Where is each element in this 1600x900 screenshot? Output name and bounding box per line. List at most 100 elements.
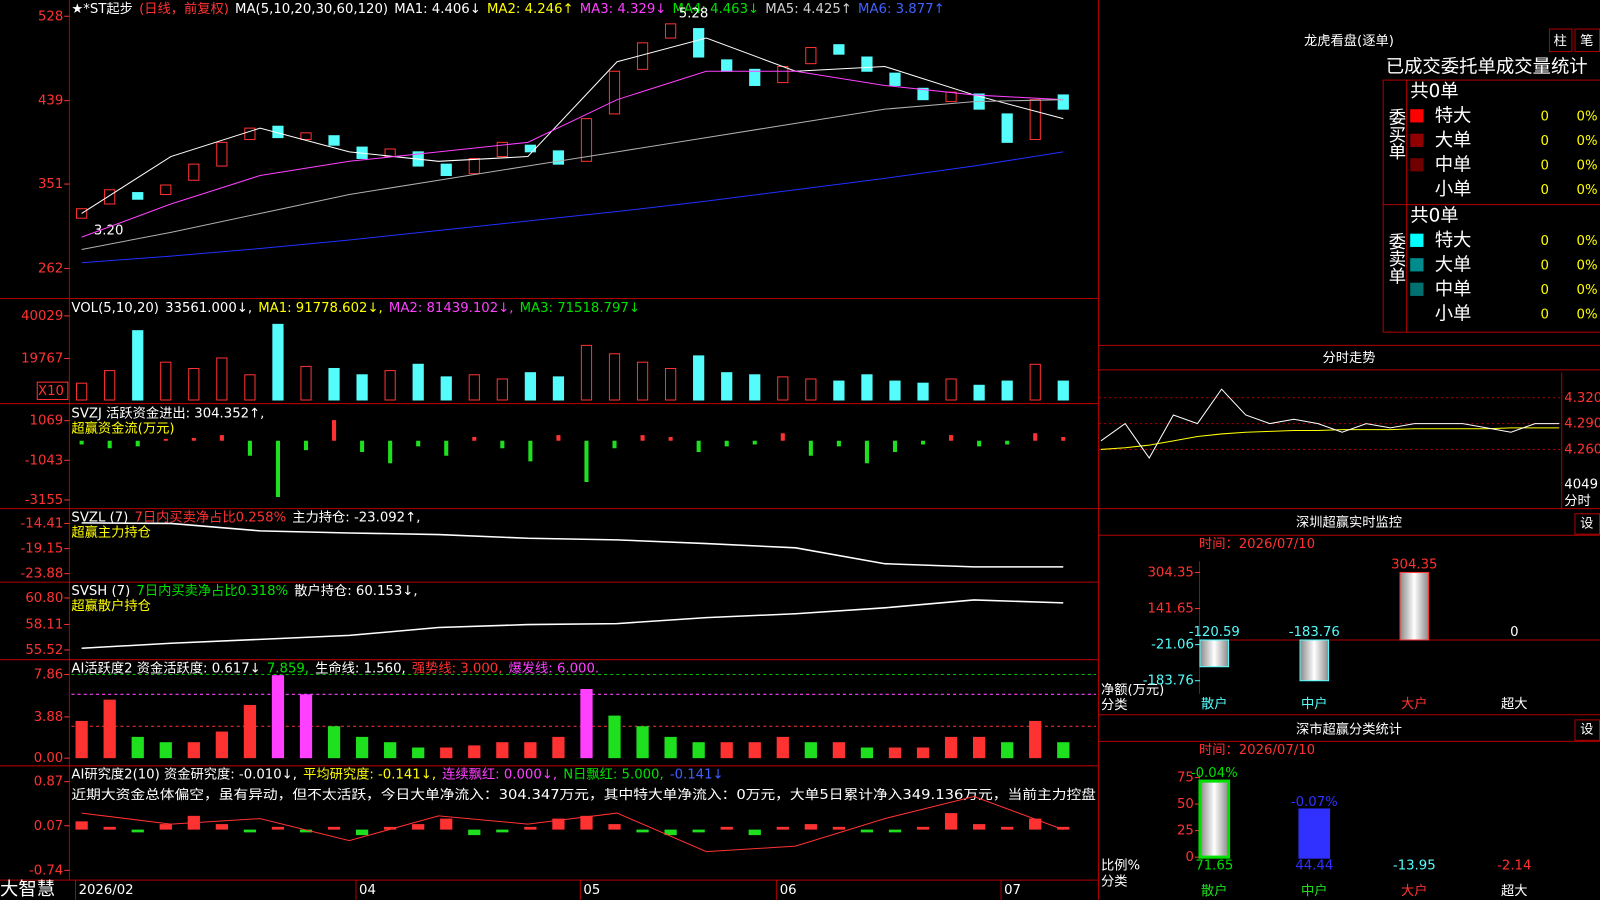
volume-bar	[468, 374, 480, 401]
panel-header: SVZL (7) 7日内买卖净占比0.258% 主力持仓: -23.092↑,	[71, 509, 420, 525]
row-count: 0	[1541, 258, 1549, 273]
net-bar	[1199, 639, 1230, 668]
ratio-value: -2.14	[1497, 858, 1531, 873]
flow-bar	[163, 438, 168, 441]
activity-bar	[384, 742, 397, 759]
brand: 大智慧	[0, 879, 55, 900]
header-item: MA1: 91778.602↓,	[258, 301, 383, 316]
volume-bar	[945, 378, 957, 401]
activity-bar	[1001, 742, 1014, 759]
row-count: 0	[1541, 134, 1549, 149]
header-item: VOL(5,10,20)	[71, 301, 159, 316]
monitor-time: 时间：2026/07/10	[1199, 536, 1315, 552]
volume-bar	[160, 361, 172, 401]
panel-header: AI研究度2(10) 资金研究度: -0.010↓, 平均研究度: -0.141↓…	[71, 766, 723, 782]
candle	[945, 91, 957, 103]
flow-bar	[107, 440, 112, 449]
flow-bar	[584, 440, 589, 483]
volume-bar	[132, 330, 144, 401]
row-pct: 0%	[1577, 258, 1598, 273]
research-bar	[468, 829, 481, 836]
candle	[160, 184, 172, 195]
month-label: 04	[359, 883, 376, 898]
volume-bar	[272, 323, 284, 401]
settings-button[interactable]: 设	[1580, 515, 1593, 531]
minute-volume-label: 4049	[1564, 478, 1598, 493]
volume-bar	[188, 367, 200, 401]
research-bar	[580, 815, 593, 830]
header-item: AI研究度2(10) 资金研究度: -0.010↓,	[71, 766, 297, 782]
ratio-value: 71.65	[1195, 858, 1233, 873]
flow-bar	[247, 440, 252, 456]
flow-bar	[191, 437, 196, 441]
y-tick-label: -21.06	[1151, 638, 1194, 653]
volume-bar	[356, 374, 368, 401]
y-tick-label: -1043	[25, 453, 64, 468]
header-item: 7.859,	[267, 661, 309, 676]
ma-line	[81, 151, 1064, 264]
volume-bar	[777, 376, 789, 401]
flow-bar	[303, 440, 309, 451]
ratio-value: -13.95	[1393, 858, 1436, 873]
research-bar	[299, 829, 313, 833]
volume-bar	[412, 363, 424, 401]
y-tick-label: 50	[1177, 797, 1194, 812]
research-bar	[664, 829, 677, 836]
row-pct: 0%	[1577, 283, 1598, 298]
volume-bar	[244, 374, 256, 401]
header-item: SVSH (7)	[71, 584, 130, 599]
volume-bar	[552, 376, 565, 401]
research-bar	[384, 826, 397, 830]
settings-button[interactable]: 设	[1580, 722, 1593, 738]
header-item: MA6: 3.877↑	[858, 2, 945, 17]
y-tick-label: 0.87	[34, 775, 64, 790]
y-tick-label: 4.320	[1564, 391, 1600, 406]
row-pct: 0%	[1577, 183, 1598, 198]
minute-unit-label: 分时	[1564, 493, 1591, 509]
tick-button[interactable]: 笔	[1580, 33, 1593, 49]
row-name: 小单	[1435, 179, 1472, 200]
flow-bar	[836, 440, 841, 447]
y-tick-label: -19.15	[21, 542, 64, 557]
candle	[721, 59, 733, 72]
research-bar	[412, 824, 425, 830]
column-button[interactable]: 柱	[1554, 33, 1567, 49]
activity-bar	[608, 715, 621, 759]
row-pct: 0%	[1577, 158, 1598, 173]
research-bar	[692, 829, 705, 833]
research-bar	[860, 829, 874, 833]
row-count: 0	[1541, 283, 1549, 298]
volume-bar	[1029, 363, 1041, 401]
research-bar	[440, 818, 453, 830]
panel-header: SVSH (7) 7日内买卖净占比0.318% 散户持仓: 60.153↓,	[71, 582, 417, 599]
activity-bar	[75, 720, 88, 759]
volume-bar	[384, 370, 396, 401]
header-item: 7日内买卖净占比0.258%	[134, 509, 286, 525]
activity-bar	[916, 747, 930, 759]
y-tick-label: 25	[1177, 824, 1194, 839]
header-item: 33561.000↓,	[165, 301, 252, 316]
activity-bar	[636, 726, 649, 759]
volume-bar	[861, 374, 873, 401]
volume-bar	[76, 382, 88, 401]
candle	[552, 150, 565, 165]
header-item: 主力持仓: -23.092↑,	[292, 509, 420, 525]
volume-unit: X10	[38, 384, 64, 399]
y-tick-label: -3155	[25, 493, 64, 508]
research-bar	[524, 826, 537, 830]
flow-bar	[920, 440, 926, 445]
holding-line	[81, 522, 1064, 568]
activity-bar	[355, 736, 369, 759]
activity-bar	[580, 688, 593, 759]
research-bar	[1057, 826, 1070, 830]
activity-bar	[496, 742, 509, 759]
header-item: 7日内买卖净占比0.318%	[136, 583, 288, 599]
y-tick-label: 60.80	[25, 591, 63, 606]
header-item: MA2: 4.246↑	[487, 2, 574, 17]
activity-bar	[524, 742, 537, 759]
row-swatch	[1410, 158, 1424, 172]
header-item: SVZL (7)	[71, 510, 128, 525]
month-label: 06	[780, 883, 797, 898]
